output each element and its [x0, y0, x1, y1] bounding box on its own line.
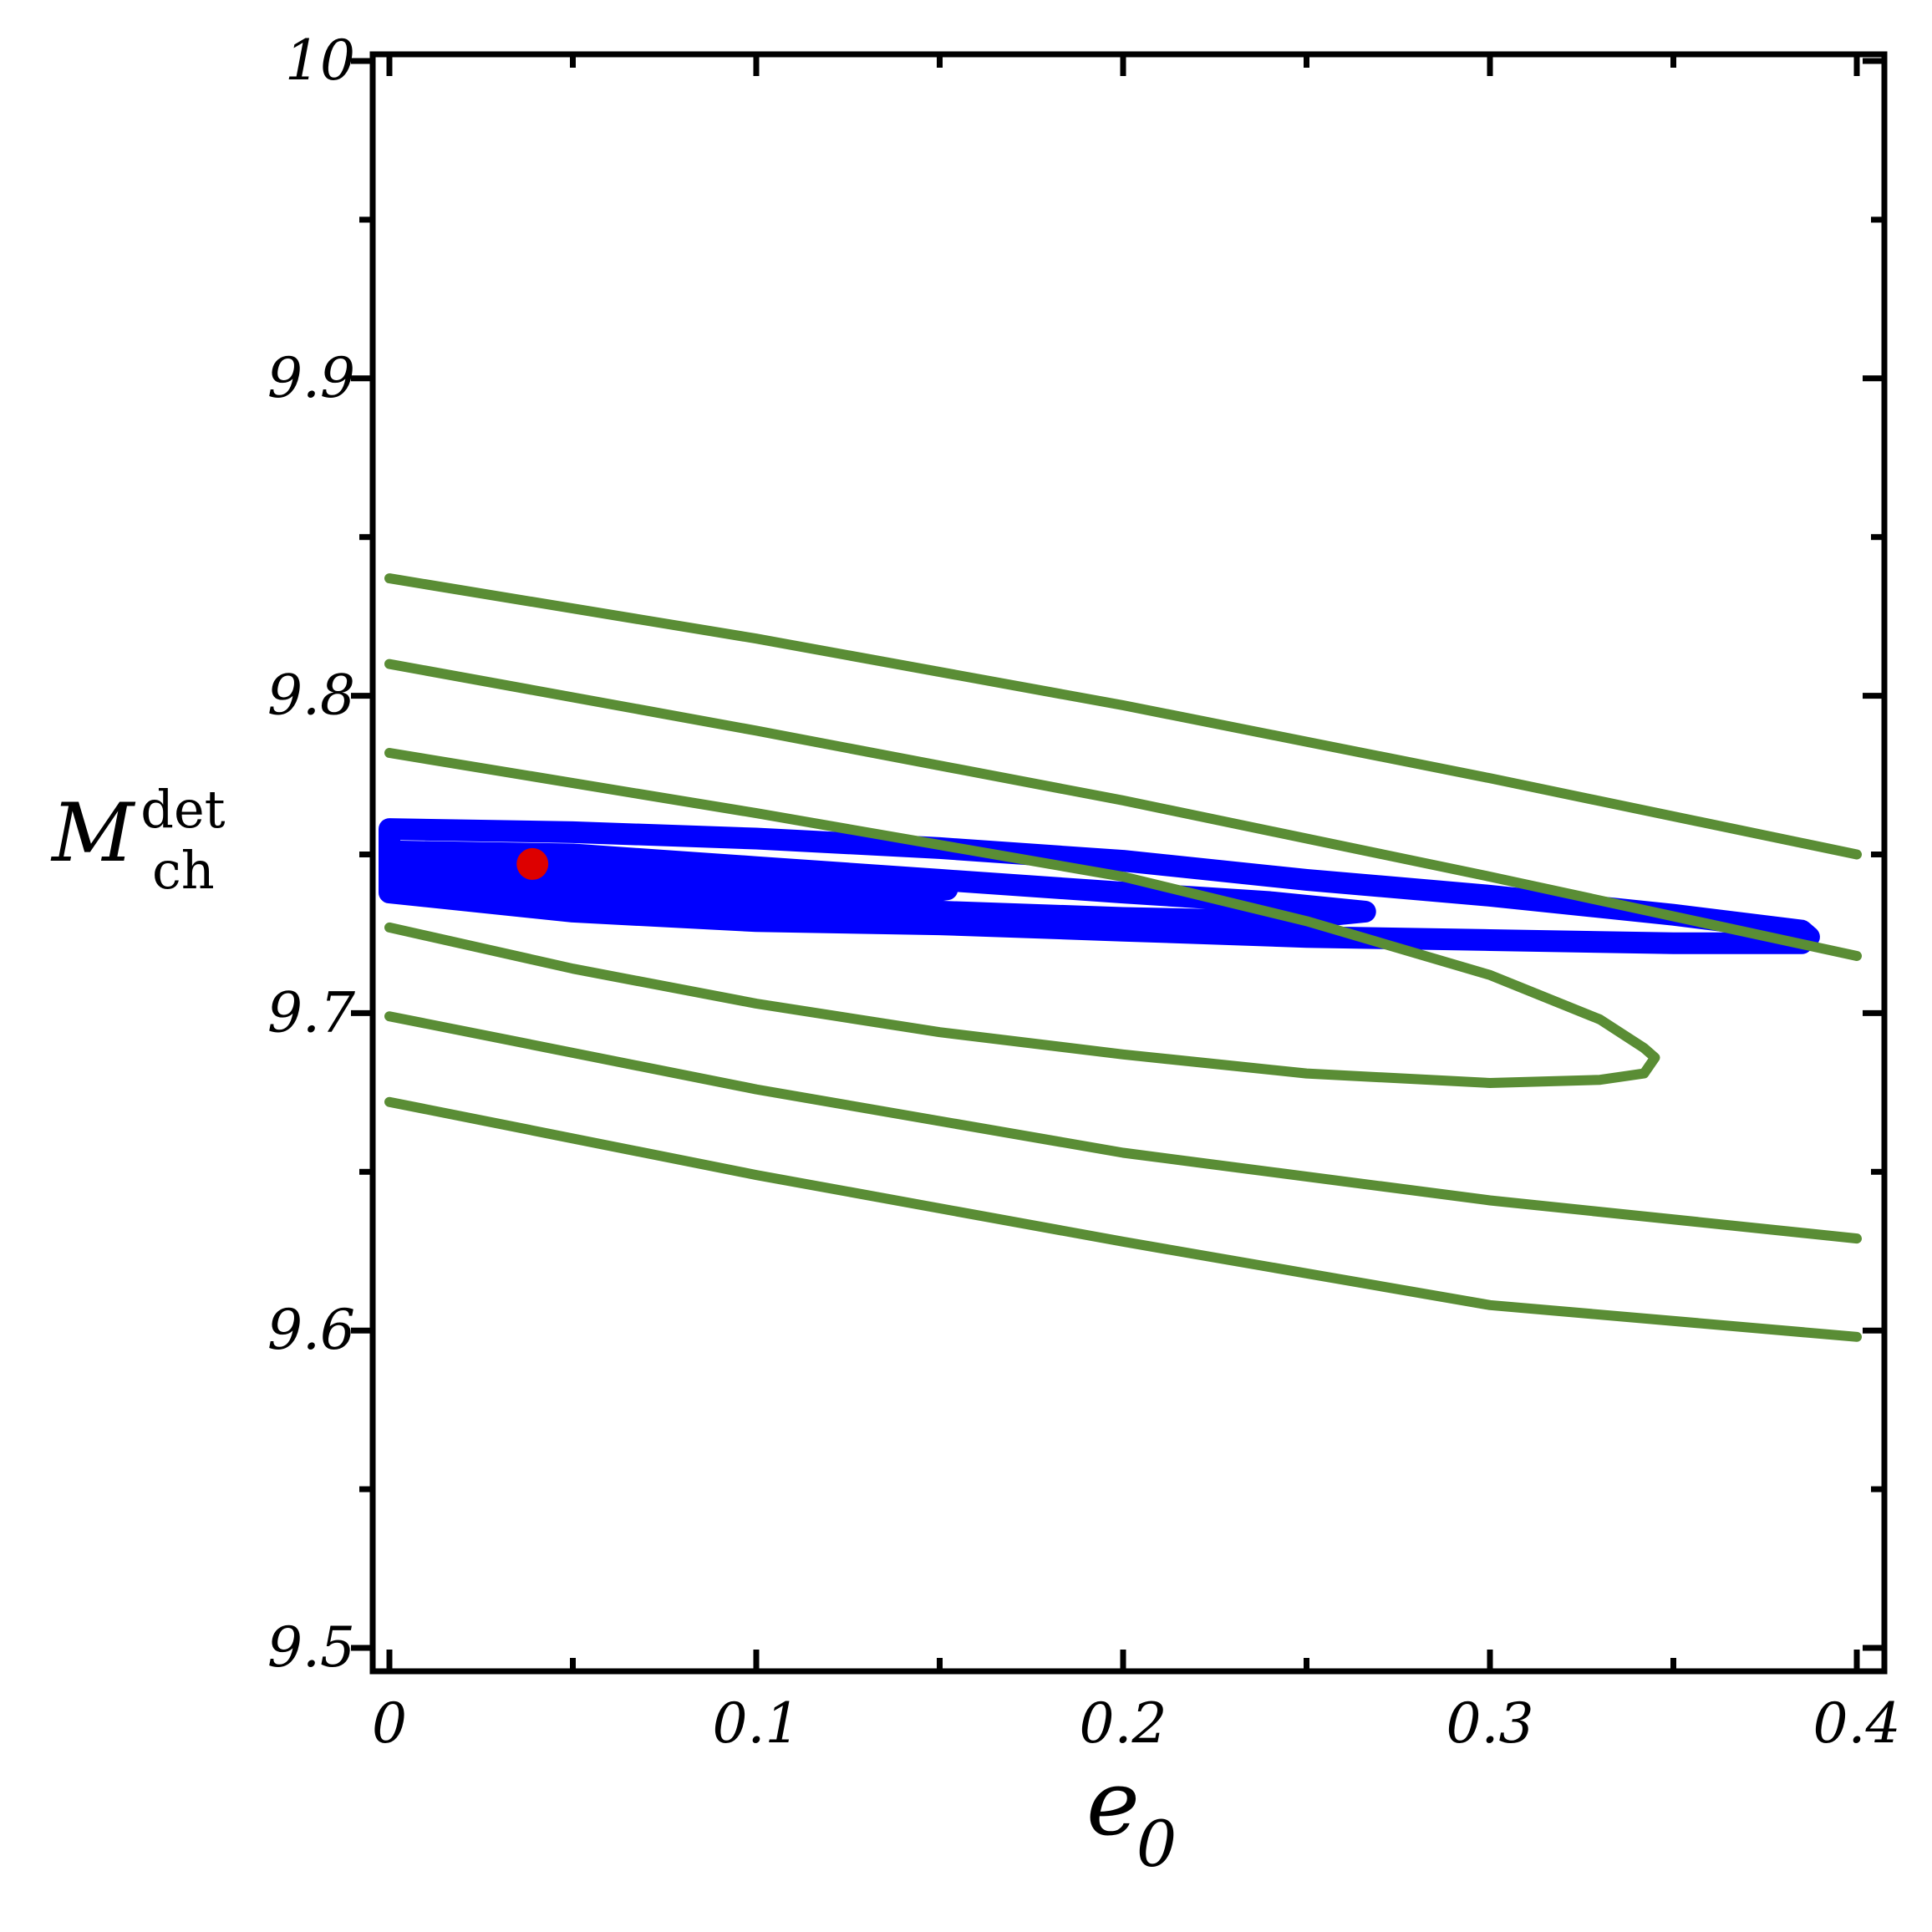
- x-tick-label: 0.1: [713, 1691, 801, 1756]
- x-tick-label: 0.2: [1080, 1691, 1167, 1756]
- x-tick-label: 0: [372, 1691, 407, 1756]
- x-axis-label-subscript: 0: [1136, 1807, 1177, 1881]
- label-layer: 0 0.1 0.2 0.3 0.4 9.5 9.6 9.7 9.8 9.9 10: [267, 28, 1900, 1756]
- plot-frame: [369, 51, 1888, 1675]
- series-1: [384, 658, 1862, 961]
- y-tick-label: 9.7: [267, 980, 355, 1045]
- series-2: [384, 748, 1660, 1088]
- tick-layer: [351, 54, 1884, 1671]
- x-tick-label: 0.3: [1446, 1691, 1534, 1756]
- y-axis-label-base: M: [50, 786, 136, 880]
- y-tick-label: 10: [285, 28, 355, 93]
- x-tick-label: 0.4: [1813, 1691, 1901, 1756]
- y-tick-label: 9.9: [267, 346, 355, 410]
- x-axis-label-base: e: [1086, 1752, 1140, 1856]
- y-tick-label: 9.5: [267, 1615, 355, 1680]
- series-4: [384, 1096, 1862, 1342]
- series-7: [379, 856, 958, 907]
- y-tick-label: 9.8: [267, 663, 355, 728]
- y-axis-label-subscript: ch: [152, 840, 215, 901]
- marker-point: [516, 847, 549, 880]
- y-tick-label: 9.6: [267, 1298, 355, 1362]
- series-0: [384, 573, 1862, 860]
- series-3: [384, 1011, 1862, 1244]
- x-axis-label: e0: [1086, 1752, 1177, 1881]
- y-axis-label-superscript: det: [140, 779, 225, 840]
- series-layer: [379, 573, 1862, 1342]
